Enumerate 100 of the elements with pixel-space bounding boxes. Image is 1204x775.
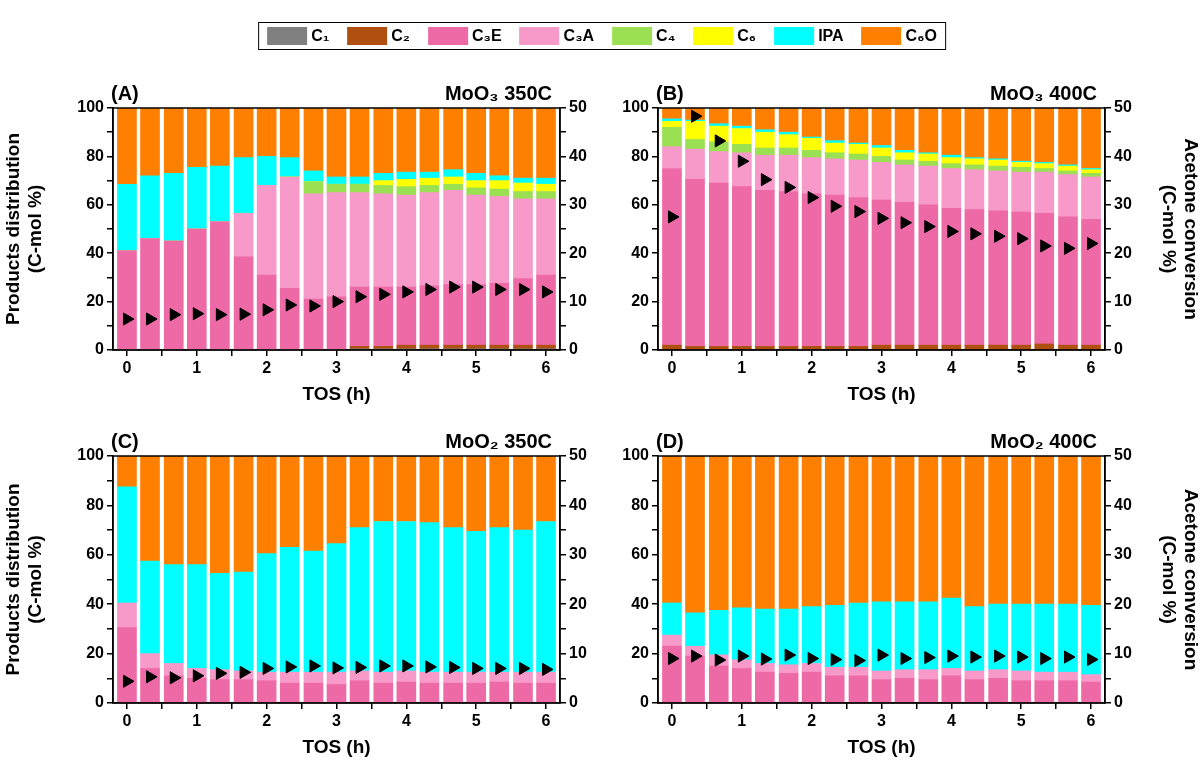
legend-label: C₆ xyxy=(737,27,757,45)
y2-tick-label: 40 xyxy=(569,495,587,513)
y2-tick-label: 0 xyxy=(1114,340,1123,358)
x-tick-label: 1 xyxy=(192,712,202,730)
chart-title: (C) xyxy=(111,429,139,452)
y2-tick-label: 50 xyxy=(569,446,587,464)
y-tick-label: 0 xyxy=(640,693,650,711)
y-tick-label: 40 xyxy=(86,594,105,612)
legend-label: C₂ xyxy=(391,27,410,45)
x-tick-label: 3 xyxy=(332,359,342,377)
y2-axis-title: Acetone conversion (C-mol %) xyxy=(1158,138,1203,320)
chart-subtitle: MoO₃ 400C xyxy=(989,81,1097,104)
y-tick-label: 60 xyxy=(631,545,650,563)
x-tick-label: 5 xyxy=(1016,359,1026,377)
y-tick-label: 0 xyxy=(640,340,650,358)
y-tick-label: 80 xyxy=(631,146,650,164)
x-tick-label: 5 xyxy=(471,712,481,730)
legend-label: C₃A xyxy=(563,27,595,45)
x-tick-label: 3 xyxy=(877,712,887,730)
x-tick-label: 6 xyxy=(1086,359,1096,377)
x-tick-label: 6 xyxy=(1086,712,1096,730)
y2-tick-label: 30 xyxy=(1114,195,1132,213)
x-tick-label: 0 xyxy=(667,359,677,377)
y2-tick-label: 40 xyxy=(569,146,587,164)
x-tick-label: 4 xyxy=(401,712,411,730)
x-tick-label: 5 xyxy=(1016,712,1026,730)
x-tick-label: 0 xyxy=(122,712,132,730)
y-tick-label: 20 xyxy=(631,292,650,310)
x-tick-label: 1 xyxy=(737,712,747,730)
y-tick-label: 100 xyxy=(77,446,105,464)
y-tick-label: 80 xyxy=(86,495,105,513)
y2-tick-label: 10 xyxy=(1114,644,1132,662)
y2-tick-label: 30 xyxy=(569,545,587,563)
x-tick-label: 4 xyxy=(946,359,956,377)
x-tick-label: 6 xyxy=(541,359,551,377)
x-axis-title: TOS (h) xyxy=(302,382,371,404)
y-tick-label: 40 xyxy=(631,243,650,261)
x-tick-label: 2 xyxy=(807,712,817,730)
y2-tick-label: 30 xyxy=(1114,545,1132,563)
y2-tick-label: 40 xyxy=(1114,146,1132,164)
y2-tick-label: 20 xyxy=(1114,243,1132,261)
y2-tick-label: 0 xyxy=(1114,693,1123,711)
y-tick-label: 20 xyxy=(86,292,105,310)
x-axis-title: TOS (h) xyxy=(847,382,916,404)
y2-tick-label: 0 xyxy=(569,340,578,358)
y2-tick-label: 20 xyxy=(569,243,587,261)
x-tick-label: 2 xyxy=(262,712,272,730)
y-tick-label: 20 xyxy=(86,644,105,662)
y2-tick-label: 0 xyxy=(569,693,578,711)
y-tick-label: 40 xyxy=(86,243,105,261)
x-tick-label: 4 xyxy=(401,359,411,377)
y2-tick-label: 30 xyxy=(569,195,587,213)
y-tick-label: 100 xyxy=(622,446,650,464)
y2-tick-label: 10 xyxy=(1114,292,1132,310)
legend-label: C₃E xyxy=(471,27,502,45)
y-tick-label: 60 xyxy=(86,195,105,213)
x-tick-label: 1 xyxy=(737,359,747,377)
y2-tick-label: 50 xyxy=(1114,98,1132,116)
y-tick-label: 60 xyxy=(631,195,650,213)
y-tick-label: 80 xyxy=(86,146,105,164)
y2-tick-label: 10 xyxy=(569,292,587,310)
y2-tick-label: 20 xyxy=(1114,594,1132,612)
x-tick-label: 3 xyxy=(332,712,342,730)
y2-tick-label: 50 xyxy=(569,98,587,116)
x-tick-label: 2 xyxy=(262,359,272,377)
legend-label: C₁ xyxy=(311,27,330,45)
y2-axis-title: Acetone conversion (C-mol %) xyxy=(1158,488,1203,671)
chart-title: (A) xyxy=(111,81,139,104)
chart-subtitle: MoO₂ 350C xyxy=(445,429,552,452)
x-tick-label: 1 xyxy=(192,359,202,377)
x-tick-label: 0 xyxy=(122,359,132,377)
y-tick-label: 80 xyxy=(631,495,650,513)
chart-subtitle: MoO₂ 400C xyxy=(990,429,1097,452)
y2-tick-label: 50 xyxy=(1114,446,1132,464)
y-tick-label: 20 xyxy=(631,644,650,662)
legend-label: C₄ xyxy=(656,27,676,45)
x-axis-title: TOS (h) xyxy=(302,735,371,757)
x-tick-label: 6 xyxy=(541,712,551,730)
y-tick-label: 100 xyxy=(622,98,650,116)
y2-tick-label: 10 xyxy=(569,644,587,662)
y2-tick-label: 40 xyxy=(1114,495,1132,513)
y-axis-title: Products distribution (C-mol %) xyxy=(1,132,46,326)
y-tick-label: 0 xyxy=(95,693,105,711)
chart-subtitle: MoO₃ 350C xyxy=(444,81,552,104)
chart-title: (D) xyxy=(656,429,684,452)
x-tick-label: 0 xyxy=(667,712,677,730)
y2-tick-label: 20 xyxy=(569,594,587,612)
y-tick-label: 100 xyxy=(77,98,105,116)
x-tick-label: 2 xyxy=(807,359,817,377)
legend-label: IPA xyxy=(818,27,844,45)
y-axis-title: Products distribution (C-mol %) xyxy=(1,483,46,676)
x-tick-label: 5 xyxy=(471,359,481,377)
y-tick-label: 0 xyxy=(95,340,105,358)
x-tick-label: 3 xyxy=(877,359,887,377)
x-axis-title: TOS (h) xyxy=(847,735,916,757)
y-tick-label: 40 xyxy=(631,594,650,612)
chart-title: (B) xyxy=(656,81,684,104)
x-tick-label: 4 xyxy=(946,712,956,730)
y-tick-label: 60 xyxy=(86,545,105,563)
legend-label: C₆O xyxy=(905,27,937,45)
